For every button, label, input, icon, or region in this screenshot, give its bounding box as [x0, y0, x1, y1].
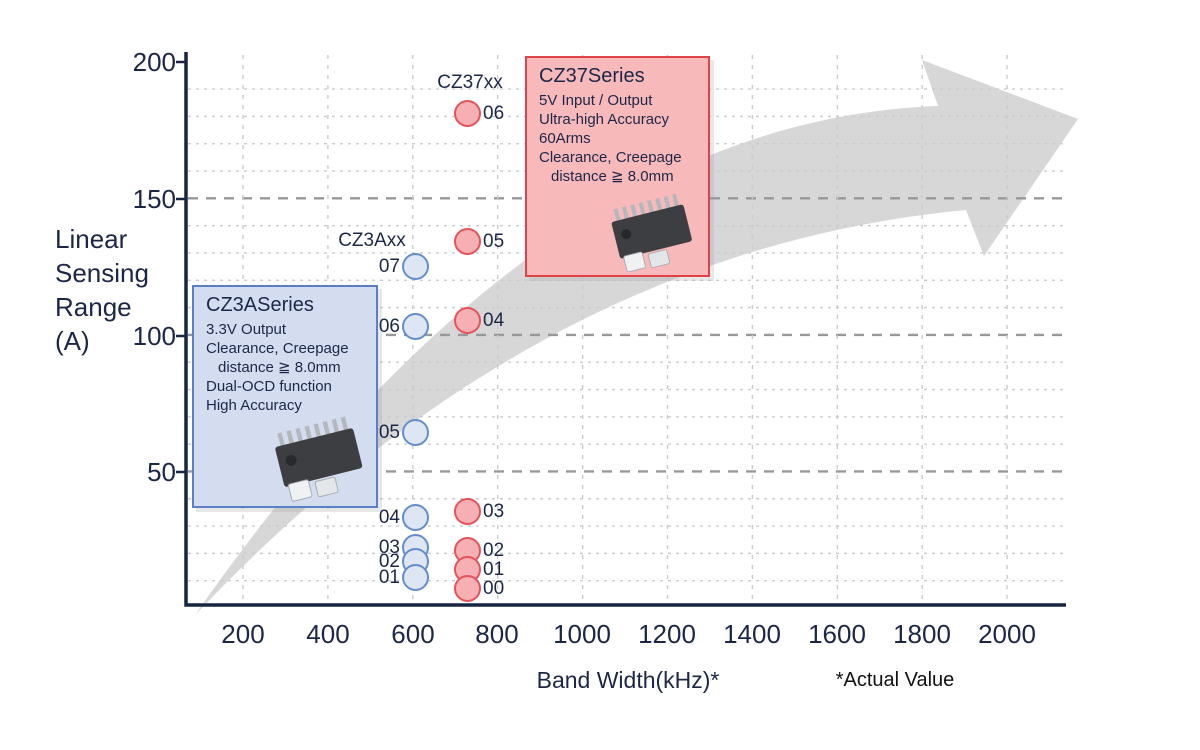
data-point-cz3703: [454, 498, 481, 525]
info-box-line: Clearance, Creepage: [206, 340, 349, 357]
x-tick-label: 200: [221, 619, 265, 649]
chip-photo: [275, 416, 363, 502]
info-box-line: 5V Input / Output: [539, 92, 653, 109]
x-tick-label: 1200: [638, 619, 696, 649]
y-axis-title-line: (A): [55, 326, 90, 356]
data-point-cz3705: [454, 228, 481, 255]
x-axis-note: *Actual Value: [835, 669, 955, 691]
point-label: 06: [483, 103, 505, 124]
x-tick-label: 1800: [893, 619, 951, 649]
data-point-cz3a05: [402, 419, 429, 446]
series-label-cz3axx: CZ3Axx: [338, 230, 406, 251]
point-label: 07: [378, 256, 400, 277]
point-label: 04: [378, 507, 400, 528]
x-tick-label: 1600: [808, 619, 866, 649]
info-box-line: distance ≧ 8.0mm: [551, 168, 674, 185]
data-point-cz3a01: [402, 564, 429, 591]
point-label: 05: [483, 231, 505, 252]
x-tick-label: 2000: [978, 619, 1036, 649]
data-point-cz3a04: [402, 504, 429, 531]
point-label: 02: [378, 551, 400, 572]
y-tick-label: 150: [132, 184, 176, 214]
info-box-title: CZ37Series: [539, 65, 645, 87]
y-tick-label: 200: [132, 47, 176, 77]
info-box-line: Ultra-high Accuracy: [539, 111, 670, 128]
y-axis-title-line: Range: [55, 292, 132, 322]
info-box-line: distance ≧ 8.0mm: [218, 359, 341, 376]
data-point-cz3706: [454, 100, 481, 127]
series-label-cz37xx: CZ37xx: [437, 72, 503, 93]
chip-photo: [611, 193, 692, 273]
point-label: 03: [378, 537, 400, 558]
x-tick-label: 600: [391, 619, 435, 649]
data-point-cz3704: [454, 307, 481, 334]
y-axis-title-line: Sensing: [55, 258, 149, 288]
data-point-cz3a06: [402, 313, 429, 340]
y-tick-label: 100: [132, 321, 176, 351]
info-box-line: 60Arms: [539, 130, 591, 147]
x-axis-title: Band Width(kHz)*: [536, 667, 720, 693]
point-label: 05: [378, 422, 400, 443]
point-label: 04: [483, 310, 505, 331]
x-tick-label: 1400: [723, 619, 781, 649]
x-tick-label: 400: [306, 619, 350, 649]
info-box-line: Clearance, Creepage: [539, 149, 682, 166]
y-tick-label: 50: [147, 457, 176, 487]
data-point-cz3700: [454, 575, 481, 602]
point-label: 00: [483, 578, 505, 599]
point-label: 02: [483, 540, 505, 561]
data-point-cz3a07: [402, 253, 429, 280]
point-label: 06: [378, 316, 400, 337]
info-box-line: 3.3V Output: [206, 321, 287, 338]
info-box-line: High Accuracy: [206, 397, 302, 414]
y-axis-title-line: Linear: [55, 224, 128, 254]
x-tick-label: 800: [475, 619, 519, 649]
info-box-cz3a-series: CZ3ASeries 3.3V Output Clearance, Creepa…: [192, 285, 378, 508]
point-label: 01: [483, 559, 505, 580]
info-box-title: CZ3ASeries: [206, 294, 314, 316]
info-box-cz37-series: CZ37Series 5V Input / Output Ultra-high …: [525, 56, 710, 277]
y-axis-title: Linear Sensing Range (A): [55, 222, 149, 358]
point-label: 03: [483, 501, 505, 522]
x-tick-label: 1000: [553, 619, 611, 649]
point-label: 01: [378, 567, 400, 588]
info-box-line: Dual-OCD function: [206, 378, 332, 395]
axes: [176, 52, 1066, 607]
